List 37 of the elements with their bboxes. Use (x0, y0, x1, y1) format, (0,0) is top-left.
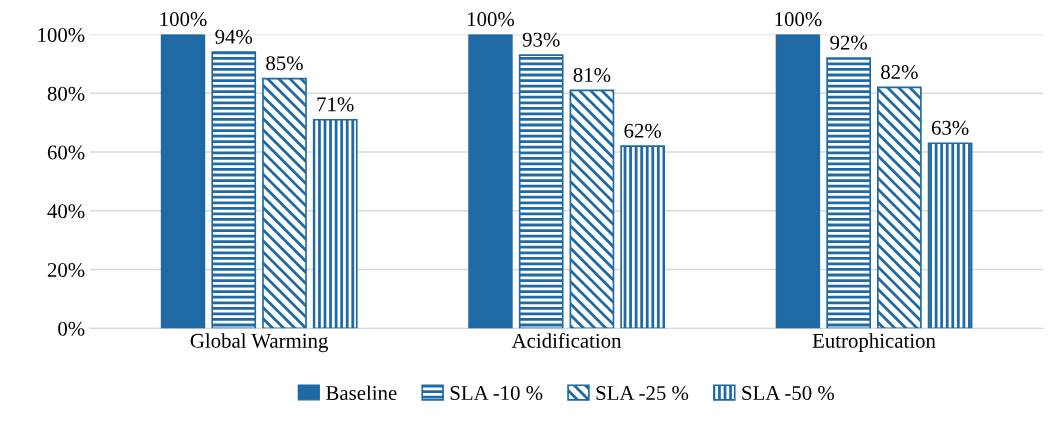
bar (518, 54, 564, 329)
bar (620, 145, 666, 329)
bar (211, 51, 257, 329)
data-label: 100% (160, 12, 207, 27)
bar (262, 77, 307, 329)
data-label: 82% (881, 64, 918, 80)
data-label: 62% (624, 123, 662, 138)
bar (569, 89, 615, 329)
y-tick-label: 60% (47, 145, 85, 160)
x-tick-label: Eutrophication (812, 333, 936, 353)
y-tick-label: 0% (58, 321, 85, 336)
data-label: 94% (215, 29, 253, 44)
legend-label: SLA -10 % (450, 385, 543, 401)
data-label: 81% (573, 67, 611, 83)
y-tick-label: 20% (47, 262, 85, 278)
y-tick-label: 100% (38, 27, 85, 43)
data-label: 100% (468, 12, 515, 27)
y-tick-label: 80% (47, 86, 85, 101)
bar (927, 142, 973, 329)
data-label: 85% (266, 56, 303, 71)
legend-label: Baseline (326, 385, 397, 401)
bar (160, 34, 206, 329)
bar (826, 57, 872, 329)
x-tick-label: Global Warming (190, 333, 328, 353)
data-label: 100% (775, 12, 822, 27)
legend-label: SLA -50 % (742, 385, 835, 401)
x-tick-label: Acidification (511, 332, 622, 348)
y-tick-label: 40% (47, 204, 85, 219)
data-label: 71% (317, 97, 354, 112)
data-label: 92% (830, 35, 868, 50)
bar (468, 34, 513, 329)
bar (312, 118, 358, 329)
bar (877, 86, 922, 329)
bar (775, 34, 821, 329)
data-label: 93% (522, 32, 560, 47)
data-label: 63% (931, 120, 969, 135)
legend-label: SLA -25 % (596, 385, 689, 401)
